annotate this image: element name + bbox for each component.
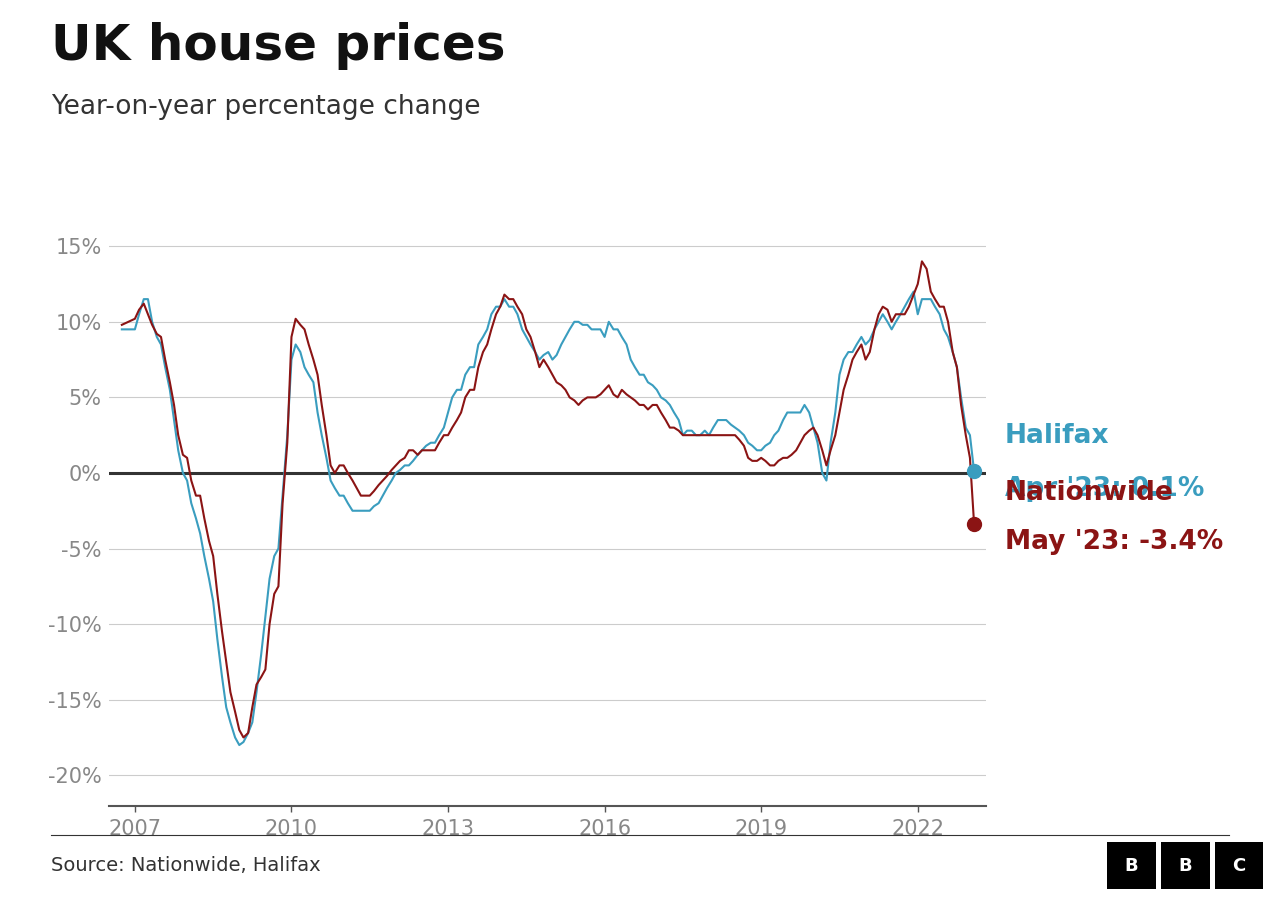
Text: Apr '23: 0.1%: Apr '23: 0.1% <box>1005 476 1204 502</box>
Text: B: B <box>1179 857 1192 875</box>
Text: B: B <box>1125 857 1138 875</box>
Text: May '23: -3.4%: May '23: -3.4% <box>1005 529 1224 555</box>
Text: UK house prices: UK house prices <box>51 22 506 70</box>
Text: Halifax: Halifax <box>1005 423 1110 449</box>
Text: Source: Nationwide, Halifax: Source: Nationwide, Halifax <box>51 856 321 876</box>
Text: C: C <box>1233 857 1245 875</box>
Text: Year-on-year percentage change: Year-on-year percentage change <box>51 94 481 121</box>
Text: Nationwide: Nationwide <box>1005 481 1174 507</box>
